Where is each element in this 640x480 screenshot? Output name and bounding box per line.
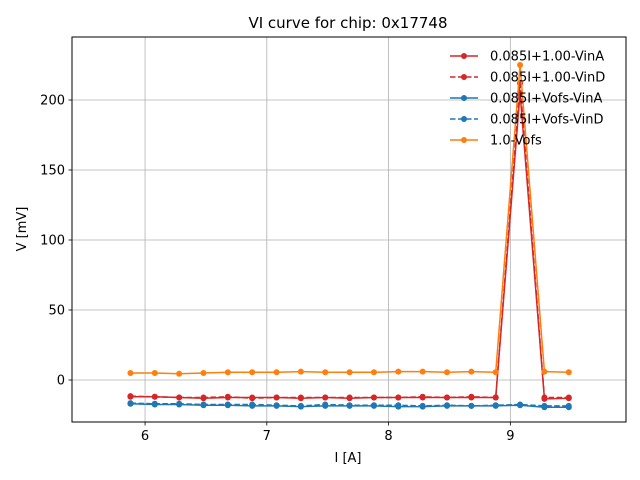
legend-marker xyxy=(461,53,467,59)
legend-label: 0.085I+1.00-VinD xyxy=(490,71,605,86)
data-point xyxy=(176,370,183,377)
data-point xyxy=(273,402,280,409)
data-point xyxy=(517,401,524,408)
data-point xyxy=(492,369,499,376)
legend-entry: 1.0-Vofs xyxy=(450,134,542,149)
data-point xyxy=(444,369,451,376)
legend-label: 0.085I+Vofs-VinD xyxy=(490,113,604,128)
data-point xyxy=(200,370,207,376)
legend-label: 1.0-Vofs xyxy=(490,134,542,149)
data-point xyxy=(297,394,304,401)
y-tick-label: 150 xyxy=(40,164,65,179)
data-point xyxy=(322,394,329,401)
legend-marker xyxy=(461,137,467,143)
data-point xyxy=(249,395,256,402)
data-point xyxy=(468,393,475,400)
data-point xyxy=(419,402,426,409)
data-point xyxy=(565,394,572,401)
data-point xyxy=(273,394,280,401)
chart-title: VI curve for chip: 0x17748 xyxy=(248,14,447,32)
data-point xyxy=(224,401,231,408)
y-tick-label: 0 xyxy=(57,374,65,389)
data-point xyxy=(541,394,548,401)
data-point xyxy=(127,393,134,400)
series-1 xyxy=(127,80,572,402)
data-point xyxy=(395,394,402,401)
data-point xyxy=(370,369,377,376)
x-tick-label: 8 xyxy=(384,429,392,444)
legend-entry: 0.085I+1.00-VinD xyxy=(450,71,605,86)
data-point xyxy=(249,369,256,376)
data-point xyxy=(224,369,231,376)
x-tick-label: 9 xyxy=(506,429,514,444)
data-point xyxy=(370,402,377,409)
data-point xyxy=(541,402,548,409)
legend: 0.085I+1.00-VinA 0.085I+1.00-VinD 0.085I+V… xyxy=(450,50,605,149)
data-point xyxy=(322,369,329,376)
data-point xyxy=(468,368,475,375)
data-point xyxy=(151,370,158,376)
data-point xyxy=(322,401,329,408)
data-point xyxy=(224,393,231,400)
data-point xyxy=(346,394,353,401)
data-point xyxy=(565,369,572,376)
legend-marker xyxy=(461,116,467,122)
legend-entry: 0.085I+Vofs-VinD xyxy=(450,113,604,128)
data-point xyxy=(151,400,158,407)
data-point xyxy=(419,393,426,400)
x-axis-title: I [A] xyxy=(334,451,361,466)
data-point xyxy=(346,369,353,376)
data-point xyxy=(444,394,451,401)
data-point xyxy=(492,394,499,401)
data-point xyxy=(565,402,572,409)
data-point xyxy=(492,402,499,409)
data-point xyxy=(200,394,207,401)
data-point xyxy=(273,369,280,376)
data-point xyxy=(370,394,377,401)
series-4 xyxy=(127,62,572,377)
data-point xyxy=(200,401,207,408)
data-point xyxy=(176,394,183,401)
data-point xyxy=(346,402,353,409)
data-point xyxy=(151,393,158,400)
x-tick-label: 6 xyxy=(141,429,149,444)
y-tick-label: 50 xyxy=(48,304,65,319)
axis-ticks: 6 7 8 9 0 50 100 150 200 xyxy=(40,94,514,445)
data-point xyxy=(297,368,304,375)
plot-frame xyxy=(71,36,627,423)
legend-label: 0.085I+Vofs-VinA xyxy=(490,92,603,107)
data-point xyxy=(468,402,475,409)
data-point xyxy=(127,400,134,407)
data-point xyxy=(517,62,524,68)
data-point xyxy=(176,400,183,407)
y-axis-title: V [mV] xyxy=(15,207,30,252)
legend-marker xyxy=(461,74,467,80)
legend-entry: 0.085I+Vofs-VinA xyxy=(450,92,603,107)
data-point xyxy=(297,402,304,409)
data-point xyxy=(395,402,402,409)
data-point xyxy=(127,370,134,376)
data-point xyxy=(419,368,426,375)
legend-label: 0.085I+1.00-VinA xyxy=(490,50,604,65)
data-point xyxy=(249,401,256,408)
data-point xyxy=(541,368,548,375)
legend-marker xyxy=(461,95,467,101)
series-3 xyxy=(127,400,572,409)
y-tick-label: 200 xyxy=(40,94,65,109)
plot-series xyxy=(127,62,572,411)
data-point xyxy=(395,368,402,375)
data-point xyxy=(444,402,451,409)
legend-entry: 0.085I+1.00-VinA xyxy=(450,50,604,65)
y-tick-label: 100 xyxy=(40,234,65,249)
x-tick-label: 7 xyxy=(263,429,271,444)
